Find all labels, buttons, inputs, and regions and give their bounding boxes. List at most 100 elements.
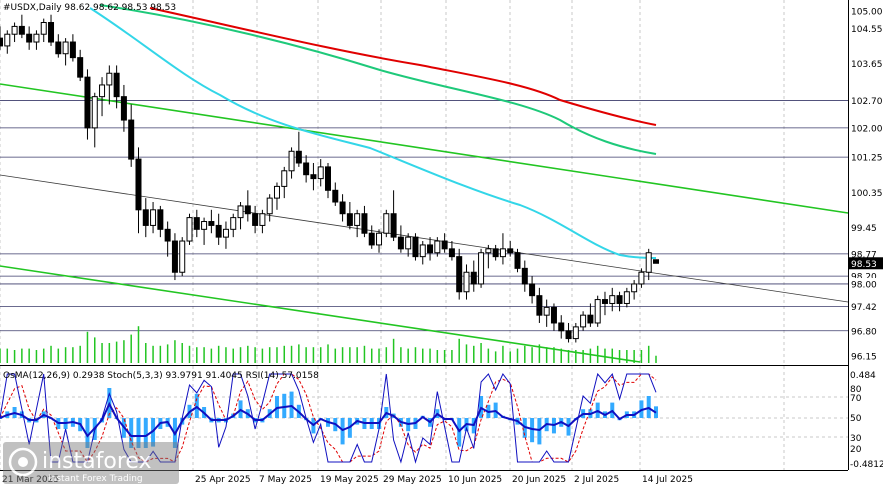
candle	[295, 131, 302, 167]
candle	[390, 190, 397, 242]
svg-text:instaforex: instaforex	[42, 449, 152, 474]
svg-text:20: 20	[850, 445, 862, 455]
candle	[456, 248, 463, 300]
candle	[376, 229, 383, 253]
svg-text:50: 50	[850, 414, 862, 424]
candle	[310, 162, 317, 191]
svg-text:96.15: 96.15	[851, 353, 877, 363]
candle	[208, 209, 215, 234]
candle	[288, 147, 295, 179]
candle	[419, 241, 426, 265]
candle	[48, 14, 55, 46]
candle	[230, 213, 237, 238]
candle	[368, 225, 375, 249]
osma-bar	[530, 418, 535, 443]
osma-bar	[340, 418, 345, 445]
time-tick-label: 29 May 2025	[383, 475, 442, 485]
channel-upper	[0, 83, 849, 214]
osma-bar	[282, 393, 287, 418]
price-tick-label: 98.77	[849, 247, 883, 260]
svg-text:101.25: 101.25	[851, 154, 883, 164]
candle	[514, 248, 521, 273]
price-tick-label: 103.65	[849, 57, 883, 70]
candle	[572, 322, 579, 343]
volume-bars	[0, 326, 657, 363]
candle	[40, 18, 47, 43]
price-tick-label: 96.15	[849, 350, 883, 363]
candle	[499, 233, 506, 265]
channel-lower	[0, 265, 641, 363]
ma-red	[149, 7, 657, 126]
osma-bar	[129, 418, 134, 448]
svg-text:98.00: 98.00	[851, 280, 877, 290]
candle	[623, 287, 630, 308]
candle	[266, 194, 273, 222]
candle	[361, 205, 368, 238]
svg-text:80: 80	[850, 385, 862, 395]
svg-text:100.35: 100.35	[851, 189, 883, 199]
candle	[281, 166, 288, 199]
price-level-lines	[0, 100, 848, 332]
candle	[0, 26, 3, 50]
candle	[4, 30, 11, 54]
candle	[427, 237, 434, 261]
candle	[11, 22, 18, 43]
candle	[463, 264, 470, 300]
candle	[601, 291, 608, 316]
candle	[412, 233, 419, 261]
candle	[99, 77, 106, 117]
svg-text:97.42: 97.42	[851, 303, 877, 313]
ma-cyan	[89, 7, 657, 259]
candle	[339, 194, 346, 222]
price-axis: 105.00 104.55 103.65 102.70 102.00 101.25 100.…	[849, 4, 883, 363]
time-tick-label: 2 Jul 2025	[574, 475, 619, 485]
rsi-line	[0, 401, 657, 438]
candle	[55, 34, 62, 58]
candle	[113, 65, 120, 109]
svg-text:70: 70	[850, 394, 862, 404]
time-tick-label: 14 Jul 2025	[642, 475, 693, 485]
candle	[558, 315, 565, 339]
candle	[120, 84, 127, 132]
candle	[405, 233, 412, 257]
candle	[244, 190, 251, 222]
svg-text:0.484: 0.484	[850, 371, 876, 381]
moving-averages	[89, 4, 657, 259]
candle	[645, 248, 652, 281]
candle	[193, 209, 200, 238]
time-tick-label: 10 Jun 2025	[448, 475, 502, 485]
candle	[543, 299, 550, 327]
svg-text:104.55: 104.55	[851, 25, 883, 35]
candle	[252, 205, 259, 234]
price-tick-label: 98.00	[849, 277, 883, 290]
stoch-signal-line	[0, 373, 657, 463]
svg-text:102.00: 102.00	[851, 124, 883, 134]
svg-text:98.77: 98.77	[851, 250, 877, 260]
candle	[580, 311, 587, 331]
stoch-main-line	[0, 372, 657, 464]
svg-text:103.65: 103.65	[851, 60, 883, 70]
osma-bar	[289, 391, 294, 418]
candle	[325, 162, 331, 199]
svg-text:105.00: 105.00	[851, 7, 883, 17]
candle	[616, 291, 623, 312]
svg-text:102.70: 102.70	[851, 97, 883, 107]
candle	[222, 221, 229, 249]
osma-bar	[143, 418, 148, 448]
candle	[164, 221, 171, 257]
candle	[171, 233, 178, 281]
time-tick-label: 21 Mar 2025	[2, 475, 59, 485]
candle	[128, 104, 135, 167]
candle	[383, 209, 390, 238]
candle	[529, 276, 536, 304]
price-tick-label: 98.53	[849, 257, 883, 270]
svg-text:30: 30	[850, 434, 862, 444]
indicator-header: OsMA(12,26,9) 0.2938 Stoch(5,3,3) 93.979…	[3, 371, 319, 381]
candle	[550, 303, 557, 331]
candle	[26, 26, 33, 50]
osma-bar	[537, 418, 542, 445]
candles	[0, 14, 659, 343]
candle	[259, 209, 266, 234]
